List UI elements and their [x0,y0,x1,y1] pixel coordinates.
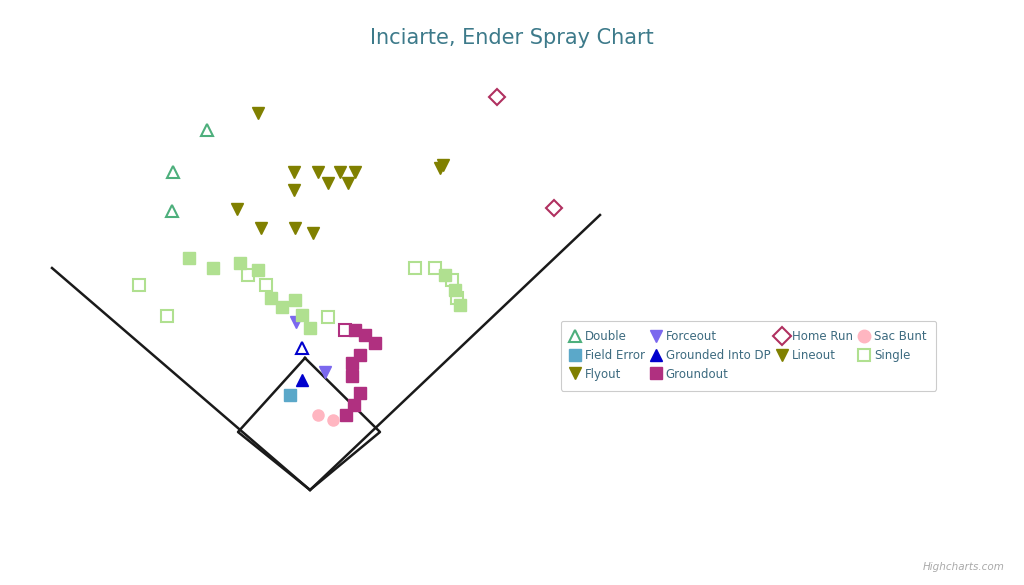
Legend: Double, Field Error, Flyout, Forceout, Grounded Into DP, Groundout, Home Run, Li: Double, Field Error, Flyout, Forceout, G… [561,321,936,391]
Text: Inciarte, Ender Spray Chart: Inciarte, Ender Spray Chart [370,28,654,48]
Text: Highcharts.com: Highcharts.com [923,562,1005,572]
